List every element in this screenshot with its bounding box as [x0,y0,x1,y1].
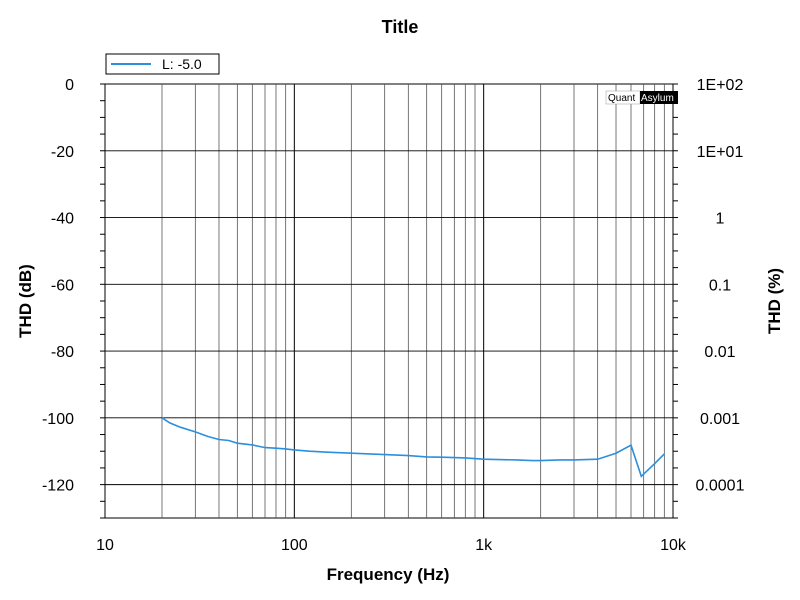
series-line [161,417,665,478]
legend: L: -5.0 [105,53,220,75]
y2-tick-label: 0.0001 [696,478,745,495]
legend-label: L: -5.0 [162,56,202,72]
watermark-text-part2: Asylum [641,93,674,104]
y-tick-labels: 0 -20 -40 -60 -80 -100 -120 [42,77,74,495]
y2-tick-label: 1 [716,211,725,228]
y-tick-label: 0 [65,77,74,94]
x-tick-label: 100 [281,537,308,554]
x-tick-labels: 10 100 1k 10k [96,537,687,554]
y2-tick-label: 0.1 [709,277,731,294]
y2-tick-labels: 1E+02 1E+01 1 0.1 0.01 0.001 0.0001 [696,77,745,495]
y2-tick-label: 1E+02 [697,77,744,94]
series-layer [161,417,665,478]
y-tick-label: -100 [42,411,74,428]
x-tick-label: 10k [660,537,687,554]
x-axis-label: Frequency (Hz) [327,565,450,584]
y2-tick-label: 0.01 [704,344,735,361]
watermark-logo: Quant Asylum [605,90,678,105]
plot-area [104,83,674,519]
minor-ticks [100,83,678,519]
chart-title: Title [382,17,419,37]
y-axis-label: THD (dB) [16,264,35,338]
y2-tick-label: 1E+01 [697,144,744,161]
x-tick-label: 10 [96,537,114,554]
legend-box [105,53,220,75]
y-tick-label: -40 [51,211,74,228]
x-tick-label: 1k [475,537,493,554]
y-tick-label: -60 [51,277,74,294]
y2-axis-label: THD (%) [765,268,784,334]
watermark-right-box [640,91,678,104]
y2-tick-label: 0.001 [700,411,740,428]
y-tick-label: -80 [51,344,74,361]
watermark-text-part1: Quant [608,93,635,104]
y-tick-label: -120 [42,478,74,495]
y-tick-label: -20 [51,144,74,161]
